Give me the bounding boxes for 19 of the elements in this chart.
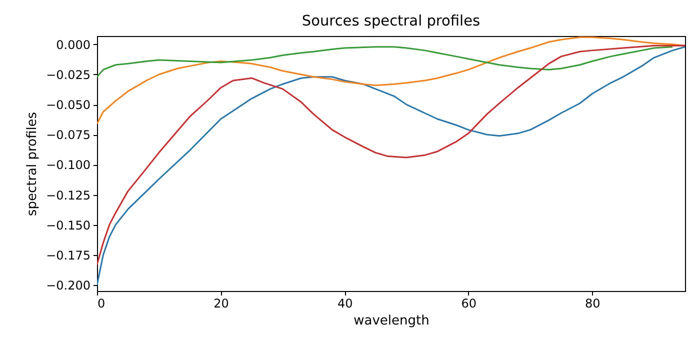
x-axis-title: wavelength: [354, 314, 430, 328]
y-tick-label: −0.050: [46, 98, 90, 112]
y-tick-label: −0.150: [46, 218, 90, 232]
y-tick-label: −0.100: [46, 158, 90, 172]
line-series: [97, 46, 674, 78]
y-tick-label: −0.125: [46, 188, 90, 202]
y-tick-label: −0.200: [46, 278, 90, 292]
line-series: [97, 36, 685, 125]
y-axis-title: spectral profiles: [25, 112, 40, 216]
y-tick-label: −0.175: [46, 248, 90, 262]
x-tick-label: 80: [585, 296, 600, 310]
chart-title: Sources spectral profiles: [302, 14, 480, 30]
x-tick-label: 60: [461, 296, 477, 310]
x-tick-label: 40: [337, 296, 353, 310]
y-tick-label: −0.075: [46, 128, 90, 142]
y-tick-label: −0.025: [46, 68, 90, 82]
y-tick-label: 0.000: [56, 38, 90, 52]
x-tick-label: 0: [98, 296, 106, 310]
x-tick-label: 20: [214, 296, 229, 310]
